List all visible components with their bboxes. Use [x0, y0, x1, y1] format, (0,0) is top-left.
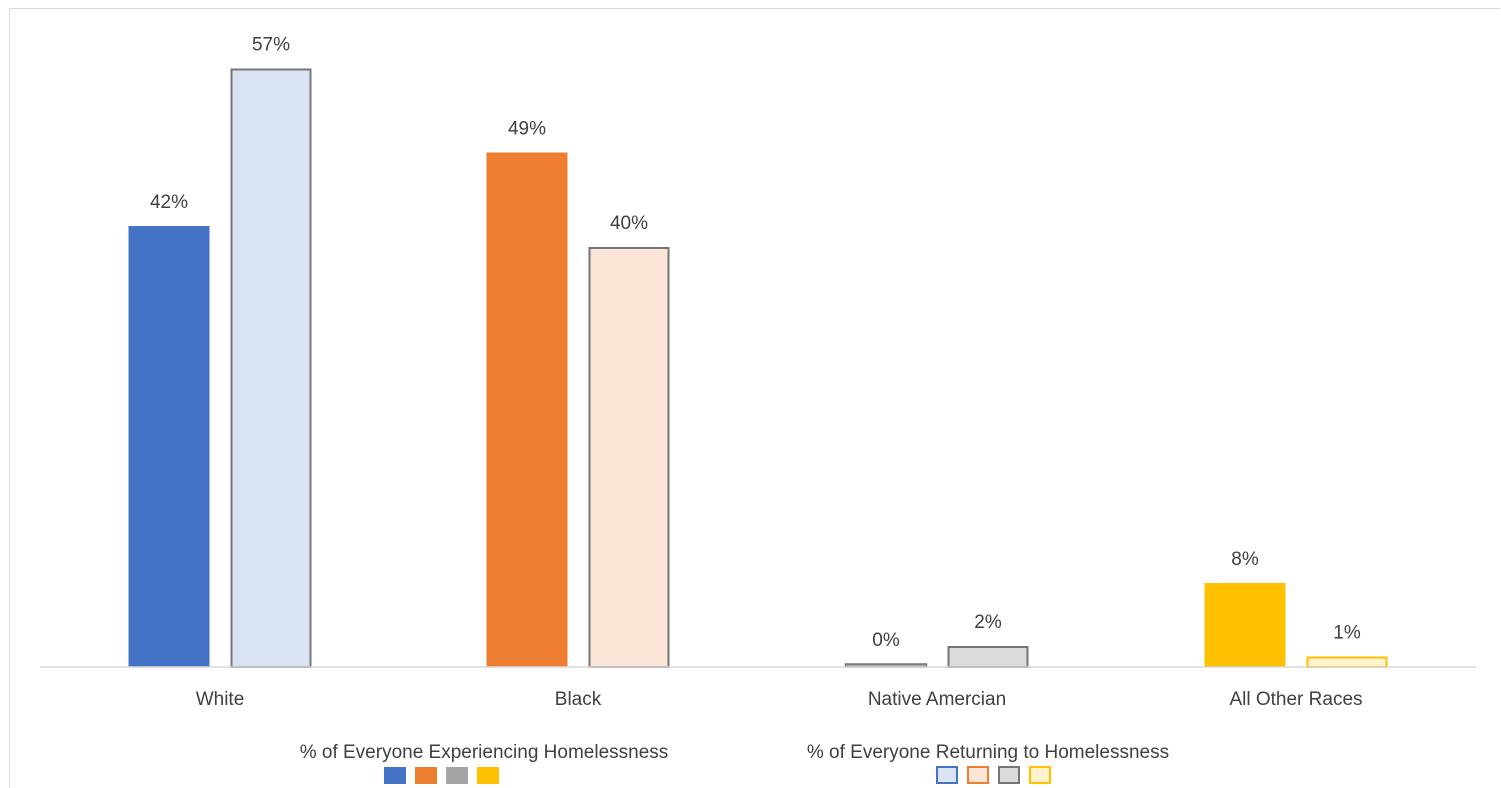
data-label-all-other-races-series-1: 8% [1231, 549, 1259, 570]
bar-white-series-1 [128, 226, 210, 667]
bars-layer [128, 68, 1388, 668]
data-label-native-amercian-series-2: 2% [974, 612, 1002, 633]
legend-swatch-experiencing-2 [415, 767, 437, 784]
legend-swatch-returning-2 [967, 766, 989, 784]
bar-black-series-1 [486, 152, 568, 667]
bar-all-other-races-series-1 [1204, 583, 1286, 667]
x-tick-labels: White Black Native Amercian All Other Races [196, 689, 1363, 710]
legend-swatch-experiencing-4 [477, 767, 499, 784]
bar-all-other-races-series-2 [1306, 656, 1388, 668]
labels-layer: 42% 57% 49% 40% 0% 2% 8% 1% [150, 35, 1361, 652]
legend-label-experiencing: % of Everyone Experiencing Homelessness [300, 742, 669, 763]
data-label-all-other-races-series-2: 1% [1333, 623, 1361, 644]
x-tick-label: White [196, 689, 245, 710]
data-label-black-series-1: 49% [508, 119, 546, 140]
legend-label-returning: % of Everyone Returning to Homelessness [807, 742, 1169, 763]
legend-swatch-experiencing-3 [446, 767, 468, 784]
data-label-native-amercian-series-1: 0% [872, 630, 900, 651]
bar-white-series-2 [230, 68, 312, 668]
legend: % of Everyone Experiencing Homelessness … [300, 742, 1169, 784]
bar-black-series-2 [588, 247, 670, 668]
data-label-white-series-2: 57% [252, 35, 290, 56]
legend-swatch-returning-1 [936, 766, 958, 784]
data-label-white-series-1: 42% [150, 192, 188, 213]
data-label-black-series-2: 40% [610, 213, 648, 234]
legend-swatch-returning-3 [998, 766, 1020, 784]
legend-swatch-returning-4 [1029, 766, 1051, 784]
x-tick-label: Native Amercian [868, 689, 1006, 710]
x-tick-label: Black [555, 689, 602, 710]
x-tick-label: All Other Races [1229, 689, 1362, 710]
legend-swatches [384, 766, 1051, 784]
chart-frame [9, 8, 1500, 788]
bar-native-amercian-series-2 [947, 646, 1029, 668]
legend-swatch-experiencing-1 [384, 767, 406, 784]
